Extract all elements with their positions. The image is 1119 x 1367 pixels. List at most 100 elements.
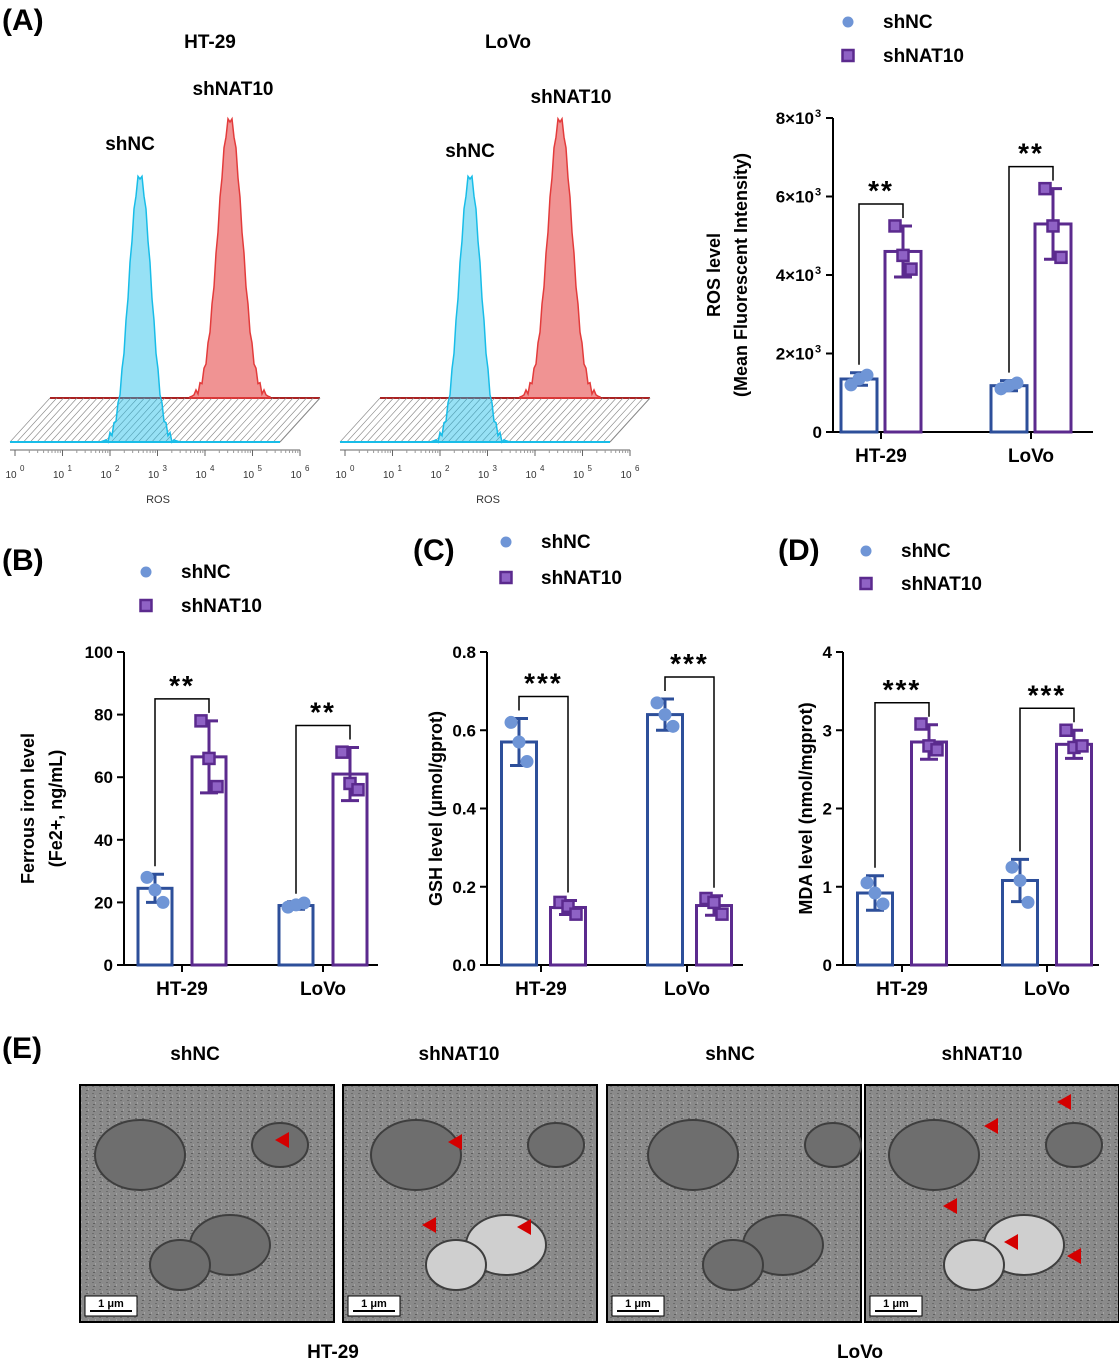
chart-d-y-tick-label: 4 (823, 643, 833, 662)
em-image-1: 1 μm (79, 1084, 335, 1323)
flow-lovo-depth-line (481, 397, 522, 443)
flow-lovo-depth-line (393, 397, 435, 443)
chart-c-y-label: GSH level (μmol/gprot) (426, 711, 446, 906)
em-scale-label: 1 μm (98, 1298, 124, 1310)
chart-d-data-point (930, 743, 944, 757)
em-image-background (79, 1084, 335, 1323)
chart-c-significance-bracket (664, 676, 715, 888)
chart-b-ferrous-iron: 0 20 40 60 80 100 HT-29 LoVo Ferrous iron level (… (18, 643, 378, 1000)
chart-d-mda-level: 0 1 2 3 4 HT-29 LoVo MDA level (nmol/mgprot) ***… (796, 643, 1099, 1000)
chart-b-data-point (194, 714, 208, 728)
em-mitochondrion (527, 1122, 585, 1168)
chart-c-data-point (650, 696, 664, 710)
chart-d-data-point (1005, 860, 1019, 874)
flow-lovo-depth-line (468, 397, 509, 443)
flow-lovo-depth-line (360, 397, 401, 443)
chart-b-bar-shnat10 (331, 772, 369, 967)
flow-ht29-depth-line (144, 397, 186, 443)
flow-lovo-depth-line (366, 397, 408, 443)
flow-lovo-shnc-histogram (431, 174, 509, 444)
em-mitochondrion (370, 1119, 462, 1191)
em-arrow-marker (943, 1198, 957, 1214)
chart-a-y-tick-exponent: 3 (815, 344, 821, 356)
flow-lovo-depth-line (339, 397, 381, 443)
chart-d-data-point (1059, 723, 1073, 737)
flow-lovo-depth-line (555, 397, 597, 443)
flow-ht29-depth-edge (279, 397, 321, 443)
flow-lovo-depth-line (603, 397, 644, 443)
legend-shnat10-label: shNAT10 (901, 574, 982, 595)
chart-b-y-label-line2: (Fe2+, ng/mL) (46, 750, 66, 868)
chart-c-data-point (715, 907, 729, 921)
chart-d-significance-label: *** (1028, 679, 1067, 710)
flow-ht29-depth-line (138, 397, 179, 443)
chart-b-y-tick-label: 0 (104, 956, 113, 975)
chart-b-category-label: LoVo (300, 979, 346, 1000)
flow-ht29-x-tick-label: 10 (5, 470, 17, 481)
panel-label-b: (B) (2, 544, 44, 577)
chart-a-y-tick-label: 6×10 (776, 188, 814, 207)
legend-shnc-marker (500, 536, 512, 548)
chart-c-data-point (512, 735, 526, 749)
flow-lovo-x-tick-label: 10 (525, 470, 537, 481)
flow-ht29-x-tick-label: 10 (290, 470, 302, 481)
flow-ht29-depth-line (185, 397, 226, 443)
chart-a-data-point (1038, 181, 1052, 196)
flow-label-shnc-ht29: shNC (105, 134, 155, 155)
flow-lovo-x-tick-label: 10 (383, 470, 395, 481)
flow-lovo-depth-line (400, 397, 441, 443)
chart-c-data-point (707, 895, 721, 910)
em-mitochondrion (647, 1119, 739, 1191)
flow-lovo-depth-line (589, 397, 630, 443)
flow-label-shnat10-ht29: shNAT10 (193, 79, 274, 100)
chart-d-y-label: MDA level (nmol/mgprot) (796, 702, 816, 914)
chart-d-significance-bracket (1019, 707, 1075, 852)
legend-shnat10-marker (859, 576, 873, 591)
flow-ht29-depth-line (192, 397, 233, 443)
em-image-background (864, 1084, 1119, 1323)
flow-lovo-x-tick-exponent: 1 (398, 464, 403, 473)
panel-label-d: (D) (778, 534, 820, 567)
flow-lovo-depth-line (461, 397, 502, 443)
chart-b-significance-label: ** (310, 696, 336, 727)
em-mitochondrion (888, 1119, 980, 1191)
chart-c-bar-shnc (500, 740, 538, 967)
chart-d-y-tick-label: 0 (823, 956, 832, 975)
chart-a-bar-shnat10 (883, 249, 923, 434)
flow-ht29-depth-line (252, 397, 294, 443)
flow-ht29-depth-line (50, 397, 91, 443)
flow-ht29-depth-line (111, 397, 152, 443)
legend-shnat10-marker (841, 48, 855, 63)
panel-label-e: (E) (2, 1032, 42, 1065)
flow-lovo-x-tick-label: 10 (573, 470, 585, 481)
flow-ht29-depth-line (117, 397, 159, 443)
flow-lovo-depth-line (346, 397, 387, 443)
flow-lovo-depth-line (447, 397, 489, 443)
chart-b-data-point (148, 883, 162, 897)
flow-lovo-depth-line (508, 397, 549, 443)
em-arrow-marker (984, 1118, 998, 1134)
flow-lovo-depth-line (474, 397, 516, 443)
legend-shnc-label: shNC (883, 12, 933, 33)
chart-d-significance-bracket (874, 702, 930, 868)
legend-shnc-label: shNC (181, 562, 231, 583)
flow-lovo-x-tick-label: 10 (478, 470, 490, 481)
flow-ht29-depth-line (171, 397, 213, 443)
flow-ht29-depth-line (165, 397, 206, 443)
flow-lovo-depth-line (515, 397, 556, 443)
chart-d-bar-shnat10 (1055, 742, 1093, 967)
chart-a-y-tick-exponent: 3 (815, 187, 821, 199)
chart-a-y-tick-exponent: 3 (815, 108, 821, 120)
flow-panel-lovo: LoVo shNC shNAT10 100101102103104105106 … (335, 32, 651, 506)
chart-a-significance-label: ** (1018, 138, 1044, 169)
flow-lovo-x-tick-exponent: 2 (445, 464, 450, 473)
legend-shnc-marker (842, 16, 854, 28)
legend-shnat10-label: shNAT10 (883, 46, 964, 67)
flow-lovo-depth-line (441, 397, 482, 443)
flow-lovo-depth-line (454, 397, 495, 443)
flow-ht29-depth-line (259, 397, 300, 443)
flow-lovo-x-tick-exponent: 6 (635, 464, 640, 473)
chart-d-data-point (868, 886, 882, 900)
chart-b-data-point (297, 896, 311, 910)
chart-b-y-tick-label: 20 (94, 893, 113, 912)
